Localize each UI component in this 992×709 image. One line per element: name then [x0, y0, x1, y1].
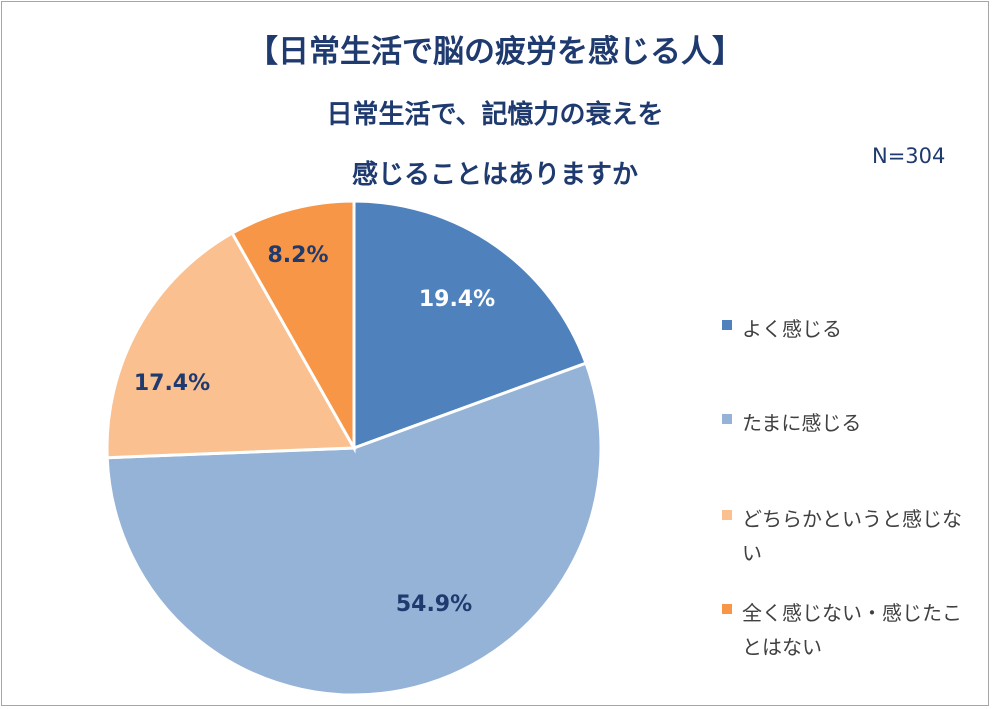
legend-swatch [722, 320, 732, 330]
chart-subtitle-line2: 感じることはありますか [351, 160, 638, 190]
data-label-0: 19.4% [419, 287, 495, 312]
chart-subtitle-line1: 日常生活で、記憶力の衰えを [326, 100, 664, 130]
legend-item-rarely: どちらかというと感じない [722, 502, 972, 570]
pie-slice-never [230, 199, 356, 454]
sample-size-label: N=304 [872, 144, 946, 168]
legend-label: たまに感じる [742, 411, 862, 435]
legend-swatch [722, 414, 732, 424]
data-label-3: 8.2% [267, 243, 328, 268]
legend-label: 全く感じない・感じたことはない [742, 601, 962, 659]
pie-slice-sometimes [105, 361, 603, 697]
legend-item-often: よく感じる [722, 312, 972, 346]
data-label-1: 54.9% [396, 592, 472, 617]
chart-title: 【日常生活で脳の疲労を感じる人】 [247, 34, 743, 70]
legend-label: どちらかというと感じない [742, 507, 962, 565]
legend-item-never: 全く感じない・感じたことはない [722, 596, 972, 664]
pie-slice-rarely [105, 231, 357, 460]
data-label-2: 17.4% [134, 371, 210, 396]
legend-swatch [722, 510, 732, 520]
legend-label: よく感じる [742, 317, 842, 341]
pie-slice-often [352, 199, 588, 451]
legend-swatch [722, 604, 732, 614]
legend-item-sometimes: たまに感じる [722, 406, 972, 440]
